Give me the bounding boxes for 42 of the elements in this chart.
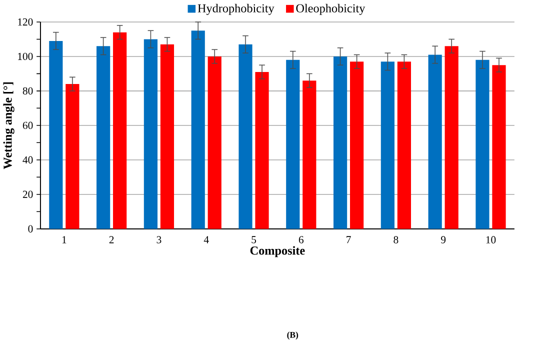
text: (B) (287, 331, 298, 340)
bar (380, 61, 394, 229)
bar (476, 60, 490, 229)
bar (255, 72, 269, 229)
bar (333, 56, 348, 229)
bar (144, 39, 158, 229)
bar (428, 54, 442, 229)
x-tick-label: 6 (298, 236, 304, 244)
bar (286, 60, 300, 229)
bar (444, 46, 458, 229)
y-tick-label: 0 (28, 225, 33, 232)
bar (96, 46, 110, 229)
bar (238, 44, 252, 229)
x-tick-label: 2 (109, 236, 114, 244)
x-tick-label: 10 (486, 236, 496, 244)
bar (350, 61, 364, 229)
legend-label: Oleophobicity (296, 4, 366, 15)
x-tick-label: 7 (346, 236, 351, 243)
x-tick-label: 9 (441, 236, 446, 244)
bar (208, 56, 222, 229)
bar (66, 84, 80, 229)
x-tick-label: 8 (394, 236, 398, 244)
y-tick-label: 80 (22, 87, 33, 94)
y-tick-label: 120 (18, 18, 33, 26)
x-tick-label: 5 (252, 236, 256, 244)
y-tick-label: 60 (22, 122, 33, 129)
bar (160, 44, 174, 229)
bar (302, 80, 316, 229)
legend-label: Hydrophobicity (198, 4, 274, 15)
y-tick-label: 40 (22, 156, 33, 164)
bar (492, 64, 506, 229)
x-tick-label: 1 (62, 236, 66, 244)
x-axis-title: Composite (250, 246, 305, 257)
bar (397, 61, 411, 229)
bar (113, 32, 127, 229)
bar (191, 30, 205, 229)
y-tick-label: 100 (18, 52, 33, 60)
y-axis-title: Wetting angle [°] (3, 82, 14, 169)
x-tick-label: 3 (156, 236, 162, 244)
bar (49, 40, 63, 229)
y-tick-label: 20 (22, 190, 33, 198)
x-tick-label: 4 (204, 236, 209, 244)
